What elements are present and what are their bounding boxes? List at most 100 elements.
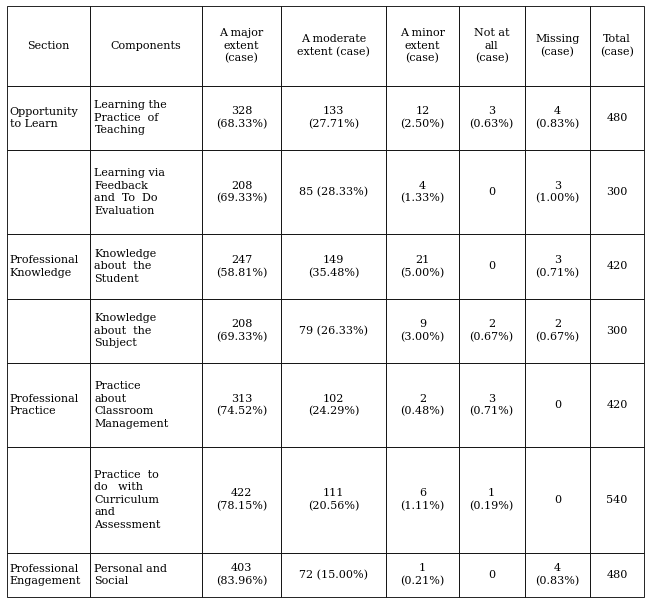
Bar: [459, 6, 525, 86]
Bar: [281, 234, 386, 298]
Text: 4
(0.83%): 4 (0.83%): [536, 106, 580, 129]
Bar: [6, 298, 90, 363]
Bar: [459, 363, 525, 447]
Bar: [6, 552, 90, 597]
Text: 313
(74.52%): 313 (74.52%): [216, 394, 267, 417]
Text: 6
(1.11%): 6 (1.11%): [400, 488, 445, 511]
Bar: [90, 298, 202, 363]
Bar: [386, 447, 459, 552]
Text: 403
(83.96%): 403 (83.96%): [216, 563, 267, 586]
Bar: [525, 6, 590, 86]
Bar: [459, 447, 525, 552]
Text: 208
(69.33%): 208 (69.33%): [216, 320, 267, 342]
Bar: [525, 234, 590, 298]
Text: Opportunity
to Learn: Opportunity to Learn: [10, 107, 79, 129]
Bar: [6, 234, 90, 298]
Text: 72 (15.00%): 72 (15.00%): [299, 570, 368, 580]
Text: 0: 0: [488, 570, 495, 579]
Bar: [202, 298, 281, 363]
Text: 0: 0: [488, 187, 495, 197]
Text: 540: 540: [606, 495, 628, 505]
Text: 208
(69.33%): 208 (69.33%): [216, 181, 267, 203]
Text: 0: 0: [554, 495, 561, 505]
Bar: [281, 6, 386, 86]
Text: 2
(0.48%): 2 (0.48%): [400, 394, 445, 417]
Bar: [90, 6, 202, 86]
Bar: [386, 298, 459, 363]
Text: 9
(3.00%): 9 (3.00%): [400, 320, 445, 342]
Text: 328
(68.33%): 328 (68.33%): [216, 106, 267, 129]
Text: Practice  to
do   with
Curriculum
and
Assessment: Practice to do with Curriculum and Asses…: [94, 470, 161, 529]
Bar: [386, 150, 459, 234]
Bar: [6, 150, 90, 234]
Bar: [459, 298, 525, 363]
Text: 79 (26.33%): 79 (26.33%): [299, 326, 368, 336]
Text: Section: Section: [27, 41, 70, 51]
Bar: [459, 234, 525, 298]
Text: 21
(5.00%): 21 (5.00%): [400, 255, 445, 278]
Text: Not at
all
(case): Not at all (case): [474, 28, 510, 63]
Bar: [386, 234, 459, 298]
Bar: [590, 363, 644, 447]
Text: 247
(58.81%): 247 (58.81%): [216, 255, 267, 278]
Bar: [90, 363, 202, 447]
Bar: [6, 86, 90, 150]
Text: 300: 300: [606, 326, 628, 336]
Text: Total
(case): Total (case): [600, 34, 634, 57]
Bar: [459, 150, 525, 234]
Text: Learning the
Practice  of
Teaching: Learning the Practice of Teaching: [94, 100, 167, 135]
Text: Knowledge
about  the
Student: Knowledge about the Student: [94, 249, 157, 284]
Bar: [281, 363, 386, 447]
Bar: [281, 552, 386, 597]
Text: 422
(78.15%): 422 (78.15%): [216, 488, 267, 511]
Text: Practice
about
Classroom
Management: Practice about Classroom Management: [94, 382, 169, 429]
Bar: [202, 447, 281, 552]
Bar: [590, 86, 644, 150]
Text: Professional
Knowledge: Professional Knowledge: [10, 255, 79, 277]
Bar: [202, 6, 281, 86]
Text: 0: 0: [488, 261, 495, 271]
Bar: [281, 86, 386, 150]
Text: Learning via
Feedback
and  To  Do
Evaluation: Learning via Feedback and To Do Evaluati…: [94, 168, 166, 216]
Text: A minor
extent
(case): A minor extent (case): [400, 28, 445, 63]
Text: 1
(0.19%): 1 (0.19%): [469, 488, 514, 511]
Bar: [590, 447, 644, 552]
Text: 111
(20.56%): 111 (20.56%): [308, 488, 359, 511]
Text: A major
extent
(case): A major extent (case): [219, 28, 264, 63]
Text: 102
(24.29%): 102 (24.29%): [308, 394, 359, 417]
Text: 480: 480: [606, 113, 628, 123]
Bar: [90, 86, 202, 150]
Text: 3
(0.71%): 3 (0.71%): [536, 255, 580, 278]
Text: 149
(35.48%): 149 (35.48%): [308, 255, 359, 278]
Text: Knowledge
about  the
Subject: Knowledge about the Subject: [94, 314, 157, 348]
Bar: [525, 298, 590, 363]
Text: Personal and
Social: Personal and Social: [94, 564, 168, 586]
Bar: [386, 86, 459, 150]
Bar: [590, 150, 644, 234]
Text: 3
(0.63%): 3 (0.63%): [469, 106, 514, 129]
Text: 4
(0.83%): 4 (0.83%): [536, 563, 580, 586]
Bar: [90, 552, 202, 597]
Text: A moderate
extent (case): A moderate extent (case): [297, 34, 370, 57]
Text: 420: 420: [606, 400, 628, 410]
Bar: [590, 552, 644, 597]
Bar: [90, 447, 202, 552]
Bar: [202, 150, 281, 234]
Text: Professional
Practice: Professional Practice: [10, 394, 79, 416]
Bar: [202, 552, 281, 597]
Bar: [525, 363, 590, 447]
Bar: [281, 150, 386, 234]
Bar: [90, 234, 202, 298]
Text: 12
(2.50%): 12 (2.50%): [400, 106, 445, 129]
Bar: [525, 552, 590, 597]
Bar: [386, 6, 459, 86]
Bar: [459, 552, 525, 597]
Bar: [525, 150, 590, 234]
Text: 2
(0.67%): 2 (0.67%): [469, 320, 514, 342]
Text: 3
(1.00%): 3 (1.00%): [536, 181, 580, 203]
Text: Components: Components: [111, 41, 181, 51]
Text: 480: 480: [606, 570, 628, 579]
Bar: [525, 86, 590, 150]
Bar: [525, 447, 590, 552]
Text: 0: 0: [554, 400, 561, 410]
